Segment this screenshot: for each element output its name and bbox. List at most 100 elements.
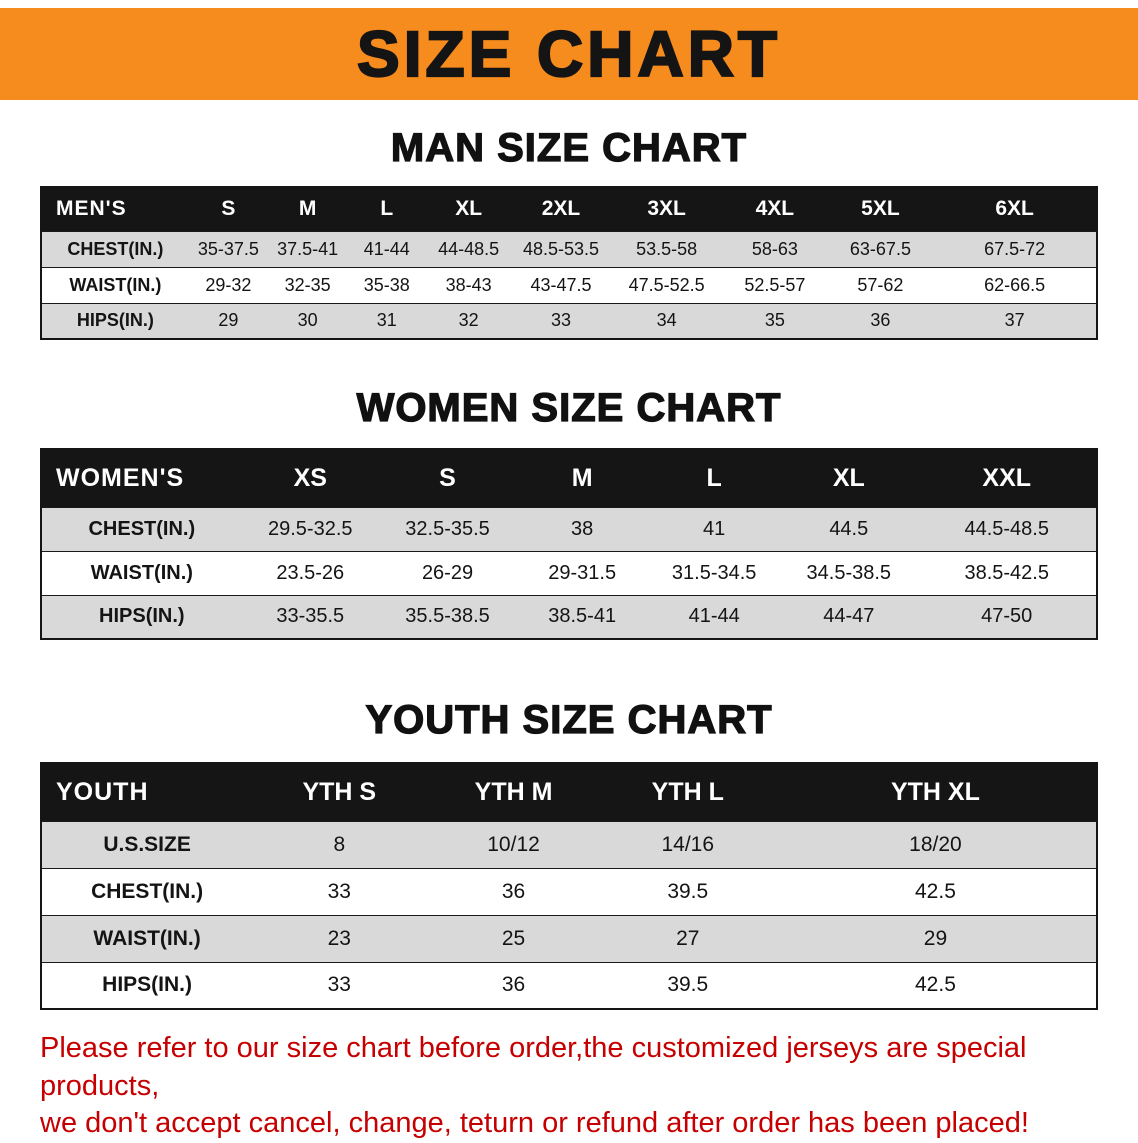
size-cell: 8 [252,820,427,869]
size-cell: 41-44 [648,594,781,640]
youth-size-table: YOUTH YTH S YTH M YTH L YTH XL U.S.SIZE … [40,762,1098,1010]
youth-table-header-row: YOUTH YTH S YTH M YTH L YTH XL [41,763,1097,821]
men-table-header-row: MEN'S S M L XL 2XL 3XL 4XL 5XL 6XL [41,187,1097,231]
size-column-header: YTH L [651,777,724,806]
size-cell: 62-66.5 [933,266,1097,304]
size-column-header: S [221,197,236,221]
youth-table-title: YOUTH [56,777,149,806]
size-cell: 29 [774,914,1097,963]
size-cell: 36 [426,961,601,1010]
women-size-section: WOMEN SIZE CHART WOMEN'S XS S M L XL XXL [0,385,1138,640]
men-size-table: MEN'S S M L XL 2XL 3XL 4XL 5XL 6XL CHEST… [40,186,1098,340]
size-cell: 14/16 [600,820,775,869]
size-cell: 33-35.5 [241,594,379,640]
women-waist-row: WAIST(IN.) 23.5-26 26-29 29-31.5 31.5-34… [41,550,1097,596]
size-cell: 31 [347,302,427,340]
row-label: WAIST(IN.) [41,266,189,304]
size-cell: 33 [510,302,612,340]
size-cell: 38.5-41 [516,594,649,640]
size-cell: 32.5-35.5 [378,506,517,552]
disclaimer-line-1: Please refer to our size chart before or… [40,1032,1027,1102]
size-column-header: 3XL [647,197,686,221]
size-cell: 42.5 [774,867,1097,916]
size-column-header: YTH S [302,777,377,806]
row-label: U.S.SIZE [41,820,253,869]
size-cell: 57-62 [827,266,934,304]
size-column-header: YTH M [474,777,553,806]
size-cell: 53.5-58 [611,230,723,268]
youth-hips-row: HIPS(IN.) 33 36 39.5 42.5 [41,961,1097,1010]
size-cell: 33 [252,867,427,916]
size-column-header: 2XL [541,197,581,221]
size-cell: 27 [600,914,775,963]
size-cell: 29.5-32.5 [241,506,379,552]
size-cell: 47-50 [917,594,1097,640]
men-size-section: MAN SIZE CHART MEN'S S M L XL 2XL 3XL 4X… [0,125,1138,340]
size-column-header: 6XL [995,197,1034,221]
size-cell: 26-29 [378,550,517,596]
size-cell: 41 [648,506,781,552]
size-column-header: L [706,463,722,492]
size-cell: 42.5 [774,961,1097,1010]
women-chest-row: CHEST(IN.) 29.5-32.5 32.5-35.5 38 41 44.… [41,506,1097,552]
size-cell: 23 [252,914,427,963]
size-column-header: XXL [982,463,1032,492]
size-cell: 30 [268,302,348,340]
row-label: WAIST(IN.) [41,550,242,596]
size-column-header: S [439,463,456,492]
size-cell: 10/12 [426,820,601,869]
size-cell: 44.5 [780,506,918,552]
size-cell: 48.5-53.5 [510,230,612,268]
size-column-header: M [571,463,593,492]
row-label: HIPS(IN.) [41,961,253,1010]
size-column-header: YTH XL [890,777,980,806]
women-section-heading: WOMEN SIZE CHART [356,385,782,430]
size-cell: 35 [722,302,828,340]
row-label: HIPS(IN.) [41,302,189,340]
size-cell: 33 [252,961,427,1010]
row-label: CHEST(IN.) [41,230,189,268]
size-cell: 38-43 [426,266,511,304]
youth-waist-row: WAIST(IN.) 23 25 27 29 [41,914,1097,963]
size-cell: 31.5-34.5 [648,550,781,596]
size-cell: 37 [933,302,1097,340]
men-table-title: MEN'S [56,197,127,221]
size-cell: 52.5-57 [722,266,828,304]
women-hips-row: HIPS(IN.) 33-35.5 35.5-38.5 38.5-41 41-4… [41,594,1097,640]
size-cell: 32-35 [268,266,348,304]
size-cell: 58-63 [722,230,828,268]
men-waist-row: WAIST(IN.) 29-32 32-35 35-38 38-43 43-47… [41,266,1097,304]
men-section-heading: MAN SIZE CHART [390,125,748,170]
row-label: HIPS(IN.) [41,594,242,640]
disclaimer-line-2: we don't accept cancel, change, teturn o… [40,1107,1029,1140]
banner-title: SIZE CHART [356,17,781,91]
size-cell: 36 [426,867,601,916]
size-cell: 35-38 [347,266,427,304]
size-cell: 18/20 [774,820,1097,869]
youth-chest-row: CHEST(IN.) 33 36 39.5 42.5 [41,867,1097,916]
women-table-title: WOMEN'S [56,463,185,492]
size-cell: 35-37.5 [188,230,269,268]
size-cell: 25 [426,914,601,963]
size-column-header: M [298,197,317,221]
size-cell: 44-48.5 [426,230,511,268]
size-cell: 34 [611,302,723,340]
size-cell: 38 [516,506,649,552]
size-cell: 23.5-26 [241,550,379,596]
size-cell: 41-44 [347,230,427,268]
row-label: CHEST(IN.) [41,867,253,916]
size-cell: 43-47.5 [510,266,612,304]
youth-ussize-row: U.S.SIZE 8 10/12 14/16 18/20 [41,820,1097,869]
size-cell: 39.5 [600,867,775,916]
size-cell: 63-67.5 [827,230,934,268]
women-size-table: WOMEN'S XS S M L XL XXL CHEST(IN.) 29.5-… [40,448,1098,640]
size-cell: 29 [188,302,269,340]
size-cell: 39.5 [600,961,775,1010]
size-column-header: 5XL [861,197,900,221]
row-label: WAIST(IN.) [41,914,253,963]
size-column-header: XL [455,197,483,221]
size-cell: 29-31.5 [516,550,649,596]
men-hips-row: HIPS(IN.) 29 30 31 32 33 34 35 36 37 [41,302,1097,340]
size-cell: 44.5-48.5 [917,506,1097,552]
size-cell: 44-47 [780,594,918,640]
